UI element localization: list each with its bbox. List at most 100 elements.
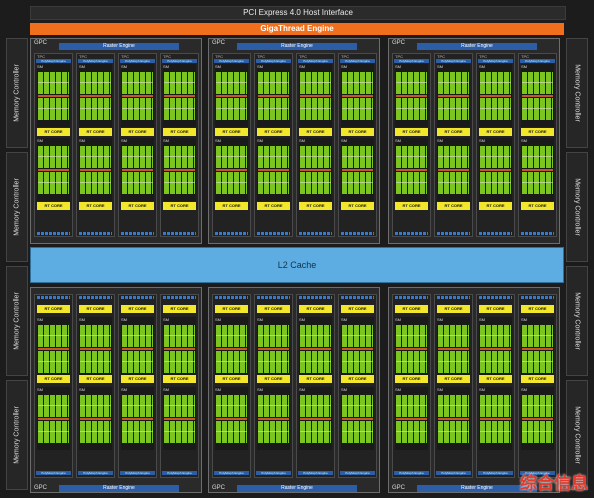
- sm-block: SM: [299, 387, 332, 450]
- raster-engine: Raster Engine: [417, 43, 537, 50]
- tensor-divider: [342, 418, 373, 420]
- rt-core: RT CORE: [437, 305, 470, 313]
- cuda-cores: [438, 72, 469, 94]
- sm-block: SM: [479, 387, 512, 450]
- polymorph-engine: PolyMorph Engine: [256, 59, 291, 63]
- cuda-cores: [164, 146, 195, 168]
- tensor-divider: [342, 348, 373, 350]
- cuda-cores: [38, 146, 69, 168]
- polymorph-engine: PolyMorph Engine: [436, 59, 471, 63]
- memory-controller-label: Memory Controller: [573, 64, 581, 122]
- tensor-divider: [258, 95, 289, 97]
- cuda-cores: [122, 98, 153, 120]
- rt-core: RT CORE: [395, 375, 428, 383]
- cuda-cores: [258, 98, 289, 120]
- cuda-cores: [216, 325, 247, 347]
- cuda-cores: [522, 421, 553, 443]
- cuda-cores: [396, 395, 427, 417]
- sm-block: SM: [395, 387, 428, 450]
- memory-controller: Memory Controller: [6, 266, 28, 376]
- tensor-divider: [216, 169, 247, 171]
- tensor-divider: [258, 348, 289, 350]
- cuda-cores: [342, 325, 373, 347]
- rt-core: RT CORE: [257, 305, 290, 313]
- tpc-label: TPC: [121, 54, 129, 59]
- rt-core: RT CORE: [163, 375, 196, 383]
- rt-core: RT CORE: [521, 202, 554, 210]
- texture-units: [163, 232, 196, 235]
- texture-units: [341, 296, 374, 299]
- cuda-cores: [164, 325, 195, 347]
- rt-core: RT CORE: [215, 202, 248, 210]
- cuda-cores: [342, 351, 373, 373]
- cuda-cores: [122, 146, 153, 168]
- sm-block: SM: [341, 64, 374, 127]
- sm-block: SM: [215, 138, 248, 201]
- cuda-cores: [438, 351, 469, 373]
- sm-label: SM: [479, 317, 485, 322]
- cuda-cores: [216, 395, 247, 417]
- sm-block: SM: [215, 64, 248, 127]
- rt-core: RT CORE: [257, 375, 290, 383]
- texture-units: [437, 296, 470, 299]
- sm-block: SM: [37, 387, 70, 450]
- sm-label: SM: [299, 138, 305, 143]
- sm-block: SM: [479, 138, 512, 201]
- raster-engine: Raster Engine: [59, 485, 179, 492]
- tensor-divider: [80, 169, 111, 171]
- tensor-divider: [164, 348, 195, 350]
- memory-controller-label: Memory Controller: [573, 406, 581, 464]
- sm-block: SM: [79, 64, 112, 127]
- memory-controller-label: Memory Controller: [573, 178, 581, 236]
- sm-label: SM: [257, 317, 263, 322]
- sm-block: SM: [257, 317, 290, 380]
- rt-core: RT CORE: [395, 202, 428, 210]
- sm-label: SM: [163, 317, 169, 322]
- cuda-cores: [122, 325, 153, 347]
- rt-core: RT CORE: [299, 128, 332, 136]
- tensor-divider: [300, 418, 331, 420]
- cuda-cores: [396, 325, 427, 347]
- sm-label: SM: [395, 317, 401, 322]
- cuda-cores: [522, 325, 553, 347]
- tpc-label: TPC: [37, 54, 45, 59]
- sm-label: SM: [479, 138, 485, 143]
- cuda-cores: [38, 72, 69, 94]
- cuda-cores: [80, 146, 111, 168]
- cuda-cores: [258, 421, 289, 443]
- cuda-cores: [80, 172, 111, 194]
- sm-label: SM: [437, 138, 443, 143]
- rt-core: RT CORE: [299, 375, 332, 383]
- rt-core: RT CORE: [299, 202, 332, 210]
- sm-label: SM: [257, 138, 263, 143]
- texture-units: [299, 296, 332, 299]
- tensor-divider: [300, 169, 331, 171]
- memory-controller: Memory Controller: [6, 380, 28, 490]
- texture-units: [521, 232, 554, 235]
- sm-label: SM: [341, 387, 347, 392]
- memory-controller: Memory Controller: [6, 152, 28, 262]
- rt-core: RT CORE: [163, 128, 196, 136]
- rt-core: RT CORE: [79, 202, 112, 210]
- sm-block: SM: [215, 317, 248, 380]
- cuda-cores: [164, 172, 195, 194]
- tensor-divider: [342, 169, 373, 171]
- polymorph-engine: PolyMorph Engine: [162, 59, 197, 63]
- cuda-cores: [258, 146, 289, 168]
- cuda-cores: [300, 351, 331, 373]
- rt-core: RT CORE: [37, 202, 70, 210]
- polymorph-engine: PolyMorph Engine: [394, 471, 429, 475]
- tensor-divider: [216, 348, 247, 350]
- sm-label: SM: [79, 64, 85, 69]
- texture-units: [299, 232, 332, 235]
- sm-label: SM: [79, 317, 85, 322]
- sm-label: SM: [521, 387, 527, 392]
- cuda-cores: [480, 172, 511, 194]
- tensor-divider: [258, 169, 289, 171]
- sm-block: SM: [37, 64, 70, 127]
